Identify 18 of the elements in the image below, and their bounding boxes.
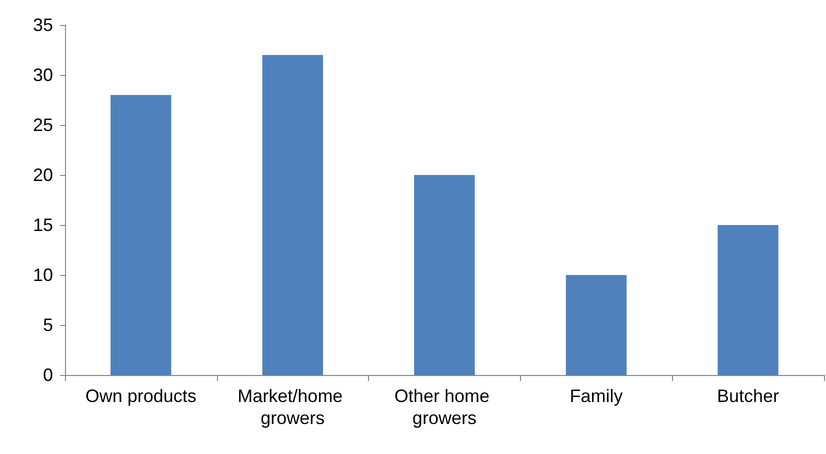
y-tick-label: 15 bbox=[32, 215, 53, 235]
bar bbox=[110, 95, 172, 375]
y-tick-label: 10 bbox=[32, 265, 53, 285]
y-tick-label: 30 bbox=[32, 65, 53, 85]
y-tick-label: 5 bbox=[42, 315, 53, 335]
y-tick-label: 25 bbox=[32, 115, 53, 135]
y-tick-label: 35 bbox=[32, 15, 53, 35]
bar bbox=[566, 275, 627, 375]
x-tick-label: Family bbox=[570, 386, 623, 406]
bar bbox=[414, 175, 475, 375]
y-tick-label: 0 bbox=[42, 365, 53, 385]
x-tick-label: Market/home growers bbox=[238, 386, 348, 428]
bar bbox=[262, 55, 324, 375]
x-tick-label: Butcher bbox=[716, 386, 780, 406]
bar bbox=[718, 225, 778, 375]
y-tick-label: 20 bbox=[32, 165, 53, 185]
x-tick-label: Other home growers bbox=[394, 386, 494, 428]
x-tick-label: Own products bbox=[85, 386, 196, 406]
